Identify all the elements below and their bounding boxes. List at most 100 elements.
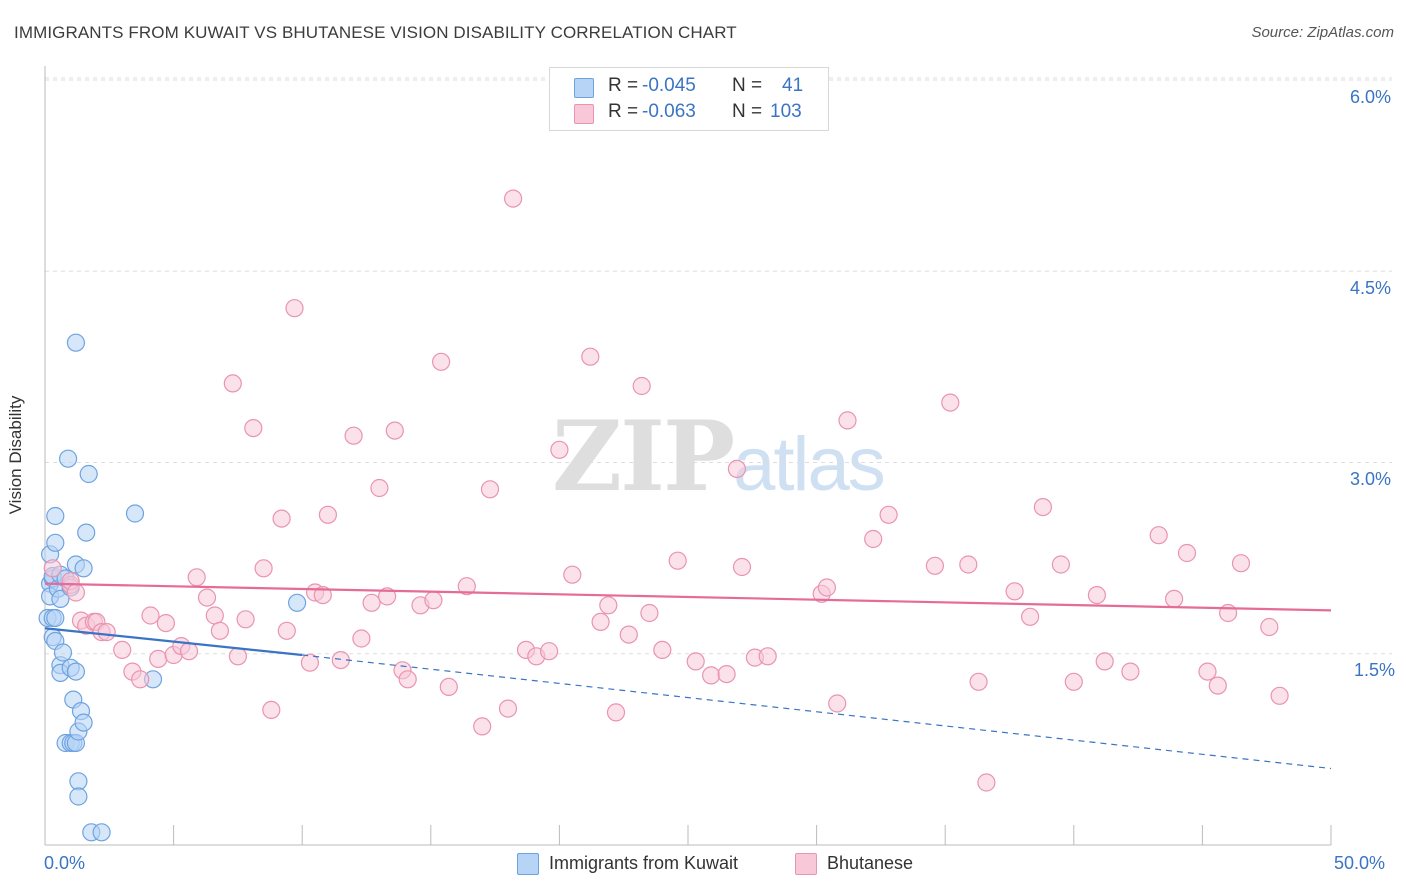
bhutanese-point-0 (43, 559, 62, 578)
bhutanese-point-90 (1064, 672, 1083, 691)
y-tick-4.5: 4.5% (1350, 278, 1392, 298)
bhutanese-point-27 (254, 559, 273, 578)
bhutanese-point-50 (473, 717, 492, 736)
bhutanese-point-82 (941, 393, 960, 412)
bhutanese-point-102 (1270, 686, 1289, 705)
kuwait-point-40 (125, 504, 145, 523)
watermark-atlas: atlas (733, 422, 886, 507)
bhutanese-point-30 (277, 621, 296, 640)
kuwait-point-32 (66, 333, 86, 352)
bhutanese-point-76 (817, 578, 837, 597)
bhutanese-point-12 (131, 670, 150, 689)
bhutanese-r-value: -0.063 (642, 101, 696, 122)
bhutanese-point-28 (262, 700, 281, 720)
bhutanese-point-21 (205, 606, 224, 625)
bhutanese-point-22 (210, 621, 229, 640)
bhutanese-point-81 (925, 556, 945, 575)
kuwait-point-35 (74, 559, 93, 578)
bhutanese-point-77 (828, 694, 847, 713)
source-credit: Source: ZipAtlas.com (1251, 24, 1394, 41)
bhutanese-point-3 (66, 583, 86, 602)
bhutanese-point-44 (398, 670, 417, 689)
bhutanese-point-26 (244, 419, 263, 438)
bhutanese-n-value: 103 (770, 101, 802, 122)
kuwait-point-37 (79, 464, 98, 484)
bhutanese-point-72 (732, 557, 752, 577)
bhutanese-point-9 (97, 622, 116, 642)
bhutanese-r-label: R = (608, 101, 639, 122)
bhutanese-point-56 (539, 642, 559, 661)
correlation-legend: R = -0.045 N = 41 R = -0.063 N = 103 (549, 67, 829, 131)
bhutanese-point-23 (223, 374, 242, 393)
bhutanese-point-87 (1020, 607, 1040, 626)
y-tick-1.5: 1.5% (1354, 660, 1396, 680)
bhutanese-n-label: N = (732, 101, 763, 122)
kuwait-trend-extension (302, 654, 1332, 770)
bhutanese-point-38 (352, 629, 371, 648)
bhutanese-series (43, 189, 1289, 792)
x-tick-50: 50.0% (1334, 853, 1386, 873)
bhutanese-point-25 (236, 610, 255, 629)
bhutanese-point-91 (1087, 585, 1107, 605)
bhutanese-point-80 (879, 505, 898, 524)
kuwait-point-11 (46, 506, 65, 526)
kuwait-point-17 (53, 643, 73, 662)
kuwait-point-39 (92, 823, 111, 842)
bhutanese-point-98 (1208, 676, 1227, 695)
bhutanese-point-78 (838, 411, 857, 430)
kuwait-n-value: 41 (782, 75, 804, 96)
bhutanese-point-57 (550, 440, 569, 459)
bhutanese-point-39 (362, 593, 381, 612)
bhutanese-swatch (574, 104, 594, 124)
bottom-kuwait-label: Immigrants from Kuwait (549, 853, 739, 873)
bhutanese-point-94 (1149, 526, 1168, 545)
kuwait-point-20 (58, 449, 78, 468)
gridlines (45, 77, 1392, 655)
kuwait-r-label: R = (608, 75, 639, 96)
bottom-kuwait-swatch (517, 853, 539, 875)
watermark: ZIPatlas (552, 400, 886, 513)
bhutanese-point-61 (599, 596, 618, 615)
bhutanese-point-37 (344, 426, 363, 445)
bhutanese-point-49 (457, 577, 476, 596)
bhutanese-point-69 (701, 666, 721, 685)
bhutanese-point-35 (318, 505, 337, 524)
trend-lines (44, 582, 1332, 770)
bhutanese-point-95 (1164, 589, 1184, 609)
bhutanese-point-15 (156, 613, 175, 633)
bhutanese-point-47 (432, 352, 451, 371)
bhutanese-point-97 (1198, 662, 1217, 681)
bhutanese-point-41 (378, 587, 397, 606)
bhutanese-point-31 (285, 299, 304, 318)
bhutanese-point-20 (197, 588, 217, 607)
bhutanese-point-63 (619, 625, 638, 644)
y-axis-label: Vision Disability (6, 395, 25, 515)
bhutanese-point-85 (977, 773, 996, 792)
bhutanese-point-48 (439, 677, 458, 697)
bhutanese-point-58 (563, 565, 582, 584)
kuwait-n-label: N = (732, 75, 763, 96)
kuwait-point-34 (74, 713, 93, 732)
bhutanese-point-42 (385, 421, 404, 440)
bottom-bhutanese-swatch (795, 853, 817, 875)
bhutanese-point-18 (179, 642, 199, 661)
axes (44, 66, 1332, 846)
watermark-zip: ZIP (552, 400, 735, 513)
bhutanese-point-100 (1231, 554, 1251, 573)
bhutanese-point-84 (969, 672, 988, 691)
chart-title: IMMIGRANTS FROM KUWAIT VS BHUTANESE VISI… (14, 23, 737, 42)
bhutanese-point-24 (228, 647, 247, 666)
kuwait-r-value: -0.045 (642, 75, 696, 96)
kuwait-point-42 (288, 593, 307, 612)
bhutanese-point-89 (1051, 555, 1071, 574)
bhutanese-point-93 (1121, 662, 1140, 681)
y-tick-3.0: 3.0% (1350, 469, 1392, 489)
bhutanese-point-60 (591, 612, 610, 632)
bottom-bhutanese-label: Bhutanese (827, 853, 914, 873)
bhutanese-point-29 (272, 509, 291, 528)
y-tick-6.0: 6.0% (1350, 87, 1392, 107)
bhutanese-point-34 (313, 585, 332, 605)
kuwait-swatch (574, 78, 594, 98)
bhutanese-point-74 (758, 647, 777, 666)
bhutanese-point-83 (959, 555, 978, 574)
